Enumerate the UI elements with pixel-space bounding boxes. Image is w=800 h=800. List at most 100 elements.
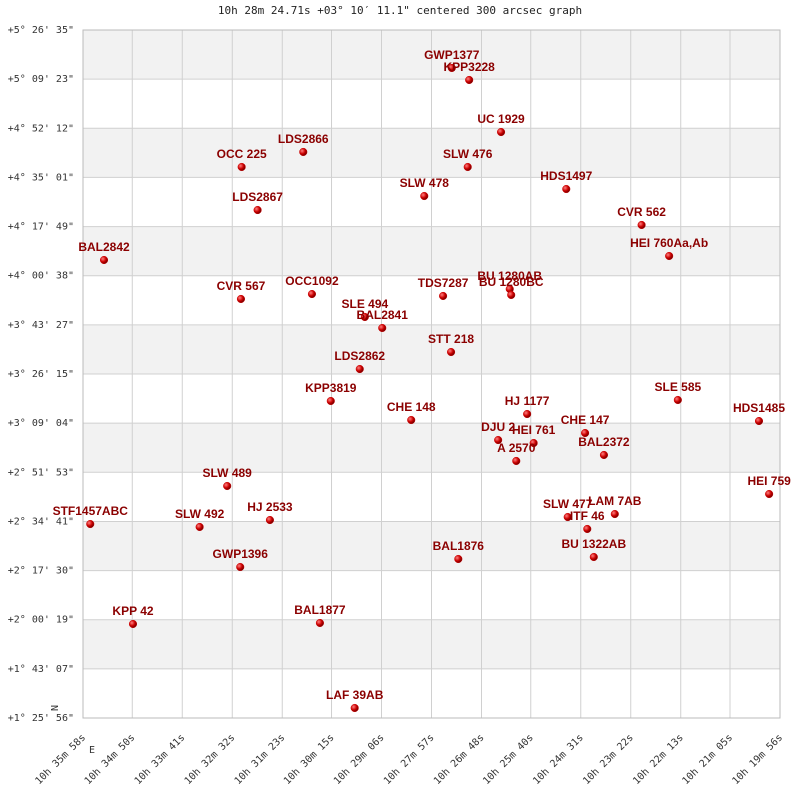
x-tick-label: 10h 33m 41s <box>133 732 188 787</box>
y-tick-label: +2° 34' 41" <box>8 516 74 527</box>
star-label: GWP1396 <box>213 547 269 561</box>
x-tick-label: 10h 32m 32s <box>183 732 238 787</box>
star-label: KPP 42 <box>112 604 153 618</box>
y-tick-label: +1° 43' 07" <box>8 664 74 675</box>
star-point <box>673 395 682 405</box>
star-point <box>236 562 245 572</box>
star-label: OCC 225 <box>217 147 267 161</box>
x-tick-label: 10h 35m 58s <box>34 732 89 787</box>
star-label: BU 1280AB <box>477 269 542 283</box>
y-tick-label: +3° 26' 15" <box>8 369 74 380</box>
x-tick-label: 10h 23m 22s <box>581 732 636 787</box>
star-label: HDS1485 <box>733 401 785 415</box>
y-tick-label: +1° 25' 56" <box>8 713 74 724</box>
star-label: KPP3228 <box>443 60 495 74</box>
star-label: SLW 477 <box>543 497 593 511</box>
x-tick-label: 10h 26m 48s <box>432 732 487 787</box>
star-point <box>754 416 764 426</box>
x-tick-label: 10h 21m 05s <box>681 732 736 787</box>
star-point <box>465 75 474 85</box>
star-label: CVR 567 <box>217 279 266 293</box>
compass-north: N <box>50 705 61 711</box>
star-label: SLW 478 <box>400 176 450 190</box>
star-label: LDS2862 <box>334 349 385 363</box>
star-label: BAL1876 <box>433 539 485 553</box>
star-point <box>665 251 674 261</box>
star-label: CHE 147 <box>561 413 610 427</box>
star-point <box>195 522 204 532</box>
star-point <box>589 552 598 562</box>
star-label: BU 1322AB <box>561 537 626 551</box>
star-label: ITF 46 <box>570 509 605 523</box>
x-tick-label: 10h 27m 57s <box>382 732 437 787</box>
star-point <box>562 184 571 194</box>
star-point <box>360 312 369 322</box>
star-label: CHE 148 <box>387 400 436 414</box>
star-label: HEI 760Aa,Ab <box>630 236 708 250</box>
star-label: STT 218 <box>428 332 474 346</box>
star-label: BU 1280BC <box>479 275 544 289</box>
star-point <box>128 619 138 629</box>
x-tick-label: 10h 30m 15s <box>282 732 337 787</box>
star-label: LAM 7AB <box>588 494 642 508</box>
star-label: A 2570 <box>497 441 536 455</box>
star-point <box>599 450 608 460</box>
star-point <box>497 127 506 137</box>
star-point <box>265 515 274 525</box>
star-point <box>223 481 232 491</box>
star-point <box>454 554 463 564</box>
star-point <box>494 435 503 445</box>
star-point <box>86 519 95 529</box>
star-point <box>523 409 532 419</box>
y-tick-label: +2° 17' 30" <box>8 566 74 577</box>
star-label: BAL2372 <box>578 435 630 449</box>
star-point <box>355 364 364 374</box>
star-point <box>507 290 516 300</box>
star-label: HJ 1177 <box>505 394 550 408</box>
star-point <box>765 489 774 499</box>
compass-east: E <box>89 745 95 756</box>
star-label: LAF 39AB <box>326 688 384 702</box>
y-tick-label: +3° 43' 27" <box>8 320 74 331</box>
y-tick-label: +4° 52' 12" <box>8 123 74 134</box>
star-label: STF1457ABC <box>53 504 129 518</box>
x-tick-label: 10h 31m 23s <box>233 732 288 787</box>
star-label: GWP1377 <box>424 48 480 62</box>
star-point <box>99 255 109 265</box>
star-label: HJ 2533 <box>247 500 293 514</box>
star-label: BAL1877 <box>294 603 346 617</box>
y-tick-label: +5° 09' 23" <box>8 74 74 85</box>
star-label: HEI 759 <box>747 474 791 488</box>
star-point <box>447 347 456 357</box>
y-tick-label: +4° 17' 49" <box>8 222 74 233</box>
chart-title: 10h 28m 24.71s +03° 10′ 11.1" centered 3… <box>218 4 582 17</box>
star-point <box>581 428 590 438</box>
star-point <box>583 524 592 534</box>
star-label: LDS2867 <box>232 190 283 204</box>
star-point <box>563 512 572 522</box>
star-label: CVR 562 <box>617 205 666 219</box>
star-point <box>637 220 646 230</box>
x-tick-label: 10h 29m 06s <box>332 732 387 787</box>
star-point <box>315 618 324 628</box>
x-tick-label: 10h 25m 40s <box>481 732 536 787</box>
star-point <box>447 63 456 73</box>
star-point <box>326 396 335 406</box>
y-tick-label: +5° 26' 35" <box>8 25 74 36</box>
y-tick-label: +2° 51' 53" <box>8 467 74 478</box>
star-point <box>378 323 387 333</box>
star-label: HEI 761 <box>512 423 556 437</box>
y-tick-label: +2° 00' 19" <box>8 615 74 626</box>
star-label: UC 1929 <box>477 112 525 126</box>
y-tick-label: +4° 00' 38" <box>8 271 74 282</box>
star-point <box>420 191 429 201</box>
star-label: OCC1092 <box>285 274 339 288</box>
x-tick-label: 10h 22m 13s <box>631 732 686 787</box>
star-label: SLW 476 <box>443 147 493 161</box>
star-point <box>237 162 246 172</box>
star-point <box>350 703 359 713</box>
star-point <box>407 415 416 425</box>
star-point <box>439 291 448 301</box>
